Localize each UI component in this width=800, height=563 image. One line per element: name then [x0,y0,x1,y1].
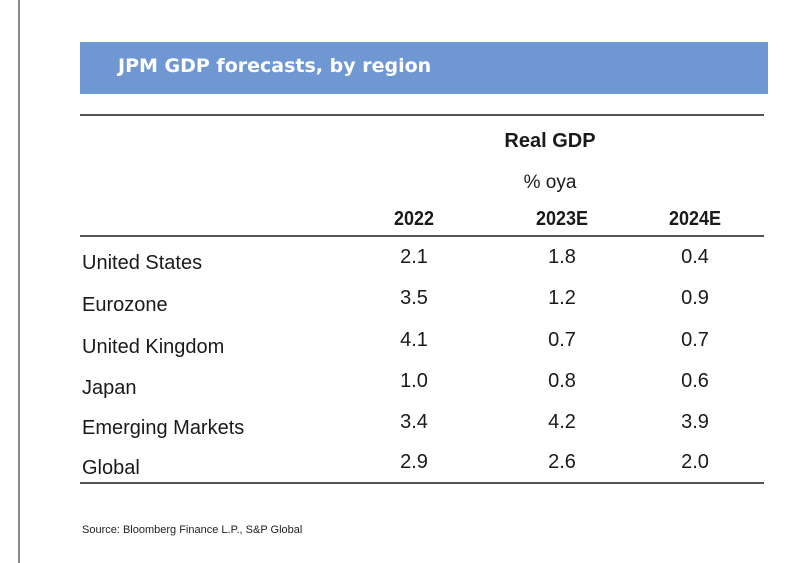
row-label-eurozone: Eurozone [82,294,168,316]
unit-label: % oya [523,172,577,193]
cell-global-2024e: 2.0 [681,451,709,473]
cell-united-kingdom-2024e: 0.7 [681,329,709,351]
cell-global-2023e: 2.6 [548,451,576,473]
cell-japan-2024e: 0.6 [681,370,709,392]
cell-eurozone-2023e: 1.2 [548,287,576,309]
group-header-real-gdp: Real GDP [504,130,596,152]
page-edge-rule [18,0,20,563]
cell-eurozone-2024e: 0.9 [681,287,709,309]
cell-global-2022: 2.9 [400,451,428,473]
cell-japan-2023e: 0.8 [548,370,576,392]
cell-united-states-2024e: 0.4 [681,246,709,268]
top-rule [80,114,764,116]
column-header-2023e: 2023E [535,208,589,230]
row-label-united-states: United States [82,252,203,274]
cell-eurozone-2022: 3.5 [400,287,428,309]
cell-emerging-markets-2024e: 3.9 [681,411,709,433]
cell-emerging-markets-2023e: 4.2 [548,411,576,433]
row-label-emerging-markets: Emerging Markets [82,417,245,439]
header-rule [80,235,764,237]
cell-united-states-2022: 2.1 [400,246,428,268]
cell-japan-2022: 1.0 [400,370,428,392]
title-banner: JPM GDP forecasts, by region [80,42,768,94]
cell-united-states-2023e: 1.8 [548,246,576,268]
cell-united-kingdom-2022: 4.1 [400,329,428,351]
bottom-rule [80,482,764,484]
row-label-global: Global [82,457,140,479]
table-title: JPM GDP forecasts, by region [118,55,432,77]
row-label-united-kingdom: United Kingdom [82,336,225,358]
column-header-2022: 2022 [393,208,435,230]
cell-united-kingdom-2023e: 0.7 [548,329,576,351]
row-label-japan: Japan [82,377,137,399]
cell-emerging-markets-2022: 3.4 [400,411,428,433]
source-note: Source: Bloomberg Finance L.P., S&P Glob… [82,524,303,536]
column-header-2024e: 2024E [668,208,722,230]
